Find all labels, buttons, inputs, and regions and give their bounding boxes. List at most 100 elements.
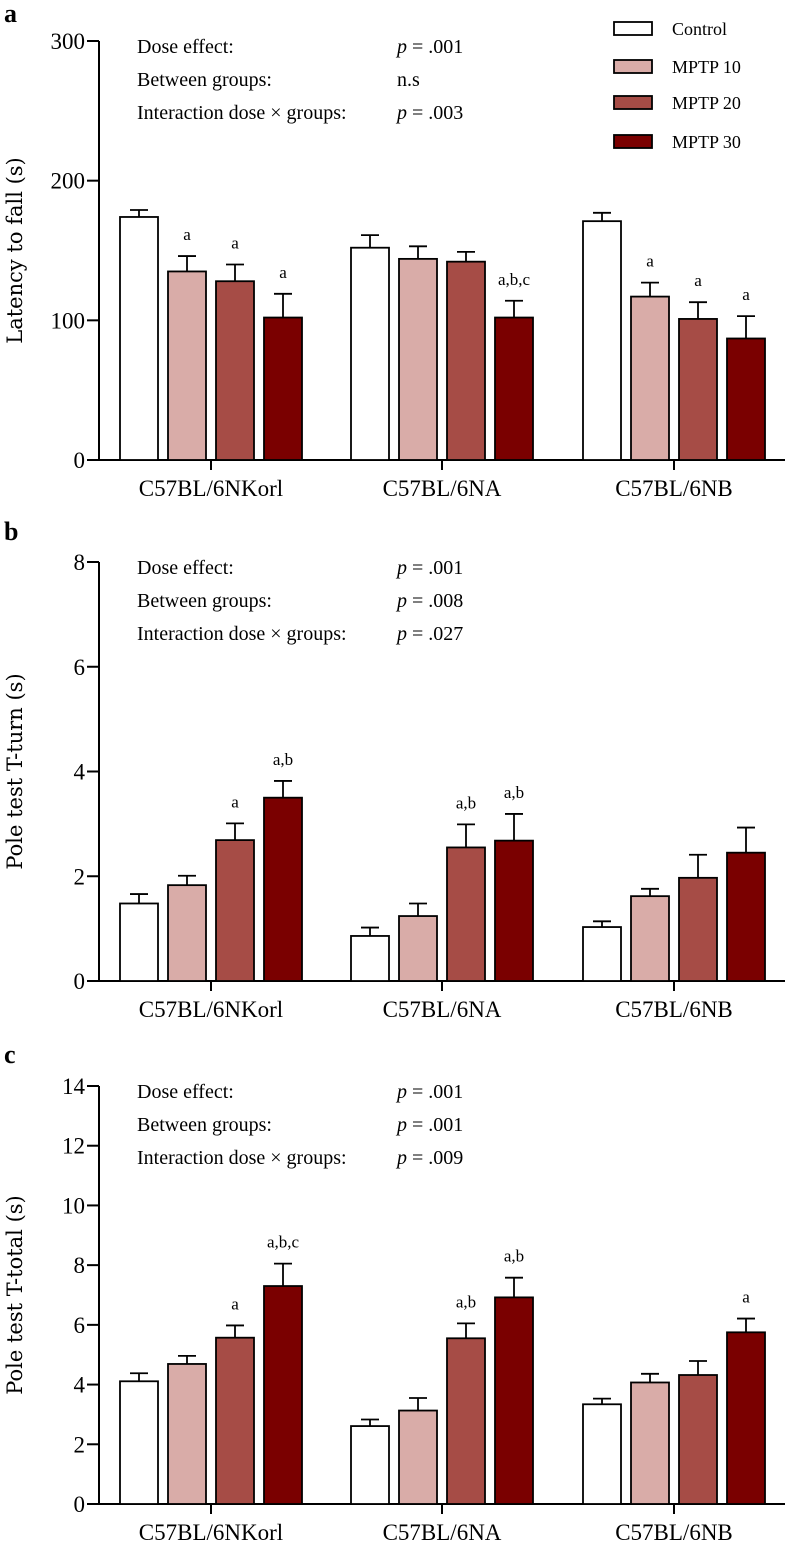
stat-value: p = .027: [395, 623, 463, 645]
legend-swatch: [613, 134, 653, 149]
stat-label: Between groups:: [137, 69, 272, 91]
bar-mptp-20: [678, 876, 718, 982]
significance-label: a,b: [504, 1247, 524, 1266]
bar-mptp-30: [494, 316, 534, 461]
bar-mptp-20: [678, 318, 718, 461]
y-axis-label: Pole test T-turn (s): [3, 673, 27, 869]
stat-value: p = .001: [395, 1114, 463, 1136]
stat-value: p = .003: [395, 102, 463, 124]
p-value: = .001: [407, 1114, 463, 1136]
bar-mptp-10: [630, 1381, 670, 1505]
category-label: C57BL/6NA: [383, 997, 502, 1022]
legend-label: MPTP 10: [672, 57, 741, 77]
p-value: = .001: [407, 557, 463, 579]
bar-control: [119, 216, 159, 461]
bar-control: [582, 220, 622, 461]
p-symbol: p: [395, 36, 407, 58]
significance-label: a: [183, 225, 191, 244]
stat-value: p = .009: [395, 1147, 463, 1169]
significance-label: a: [742, 1288, 750, 1307]
bar-mptp-30: [726, 1331, 766, 1505]
significance-label: a: [742, 285, 750, 304]
y-tick-label: 0: [74, 969, 86, 994]
y-tick-label: 4: [74, 760, 86, 785]
category-label: C57BL/6NA: [383, 476, 502, 501]
bar-mptp-30: [263, 316, 303, 461]
y-tick-label: 4: [74, 1373, 86, 1398]
y-tick-label: 12: [62, 1134, 85, 1159]
y-tick-label: 200: [51, 169, 86, 194]
p-value: = .001: [407, 1081, 463, 1103]
stat-label: Dose effect:: [137, 1081, 234, 1103]
stat-value: p = .001: [395, 36, 463, 58]
p-symbol: p: [395, 623, 407, 645]
category-label: C57BL/6NB: [615, 997, 733, 1022]
significance-label: a,b: [504, 783, 524, 802]
stat-value: n.s: [397, 69, 420, 91]
category-label: C57BL/6NB: [615, 1520, 733, 1542]
significance-label: a: [231, 233, 239, 252]
bar-mptp-20: [446, 846, 486, 982]
legend-swatch: [613, 59, 653, 74]
significance-label: a,b: [456, 793, 476, 812]
y-axis-label: Latency to fall (s): [3, 157, 27, 343]
panel-letter: a: [4, 0, 17, 28]
bar-control: [119, 1380, 159, 1505]
bar-control: [119, 902, 159, 982]
p-symbol: p: [395, 557, 407, 579]
bar-mptp-10: [398, 1409, 438, 1505]
stat-label: Interaction dose × groups:: [137, 623, 347, 645]
significance-label: a: [231, 1294, 239, 1313]
stat-label: Dose effect:: [137, 557, 234, 579]
stat-value: p = .008: [395, 590, 463, 612]
y-tick-label: 6: [74, 655, 86, 680]
y-tick-label: 10: [62, 1193, 85, 1218]
p-symbol: p: [395, 590, 407, 612]
legend-swatch: [613, 21, 653, 36]
legend-label: MPTP 30: [672, 132, 741, 152]
legend-label: Control: [672, 19, 727, 39]
bar-mptp-20: [215, 839, 255, 982]
bar-mptp-10: [167, 1363, 207, 1505]
significance-label: a: [646, 252, 654, 271]
stat-label: Interaction dose × groups:: [137, 102, 347, 124]
category-label: C57BL/6NKorl: [139, 997, 283, 1022]
panel-letter: b: [4, 517, 18, 546]
bar-mptp-20: [446, 1337, 486, 1505]
bar-control: [350, 246, 390, 461]
panel-c: c 0 2 4 6 8 10 12 14 Pole test T-total (s) C57BL/6…: [3, 1040, 785, 1542]
significance-label: a: [279, 263, 287, 282]
significance-label: a: [231, 792, 239, 811]
y-tick-label: 2: [74, 864, 86, 889]
y-tick-label: 8: [74, 550, 86, 575]
stat-value: p = .001: [395, 557, 463, 579]
y-tick-label: 2: [74, 1432, 86, 1457]
bar-mptp-20: [215, 280, 255, 461]
significance-label: a,b,c: [267, 1233, 300, 1252]
bar-mptp-10: [398, 915, 438, 982]
significance-label: a,b: [456, 1292, 476, 1311]
category-label: C57BL/6NKorl: [139, 1520, 283, 1542]
legend-swatch: [613, 95, 653, 110]
bar-mptp-10: [167, 270, 207, 461]
y-tick-label: 0: [74, 448, 86, 473]
bar-mptp-30: [726, 851, 766, 982]
p-value: n.s: [397, 69, 420, 91]
category-label: C57BL/6NB: [615, 476, 733, 501]
legend-label: MPTP 20: [672, 93, 741, 113]
p-symbol: p: [395, 1114, 407, 1136]
panel-letter: c: [4, 1040, 16, 1069]
bar-mptp-30: [494, 1296, 534, 1505]
y-tick-label: 6: [74, 1313, 86, 1338]
stat-label: Dose effect:: [137, 36, 234, 58]
p-value: = .001: [407, 36, 463, 58]
bar-control: [350, 935, 390, 982]
significance-label: a,b,c: [498, 270, 531, 289]
bar-mptp-30: [494, 839, 534, 982]
stat-label: Interaction dose × groups:: [137, 1147, 347, 1169]
significance-label: a: [694, 271, 702, 290]
bar-mptp-30: [726, 337, 766, 461]
bar-mptp-20: [215, 1336, 255, 1505]
panel-a: a 0 100 200 300 Latency to fall (s) C57BL/6NKo…: [3, 0, 785, 501]
